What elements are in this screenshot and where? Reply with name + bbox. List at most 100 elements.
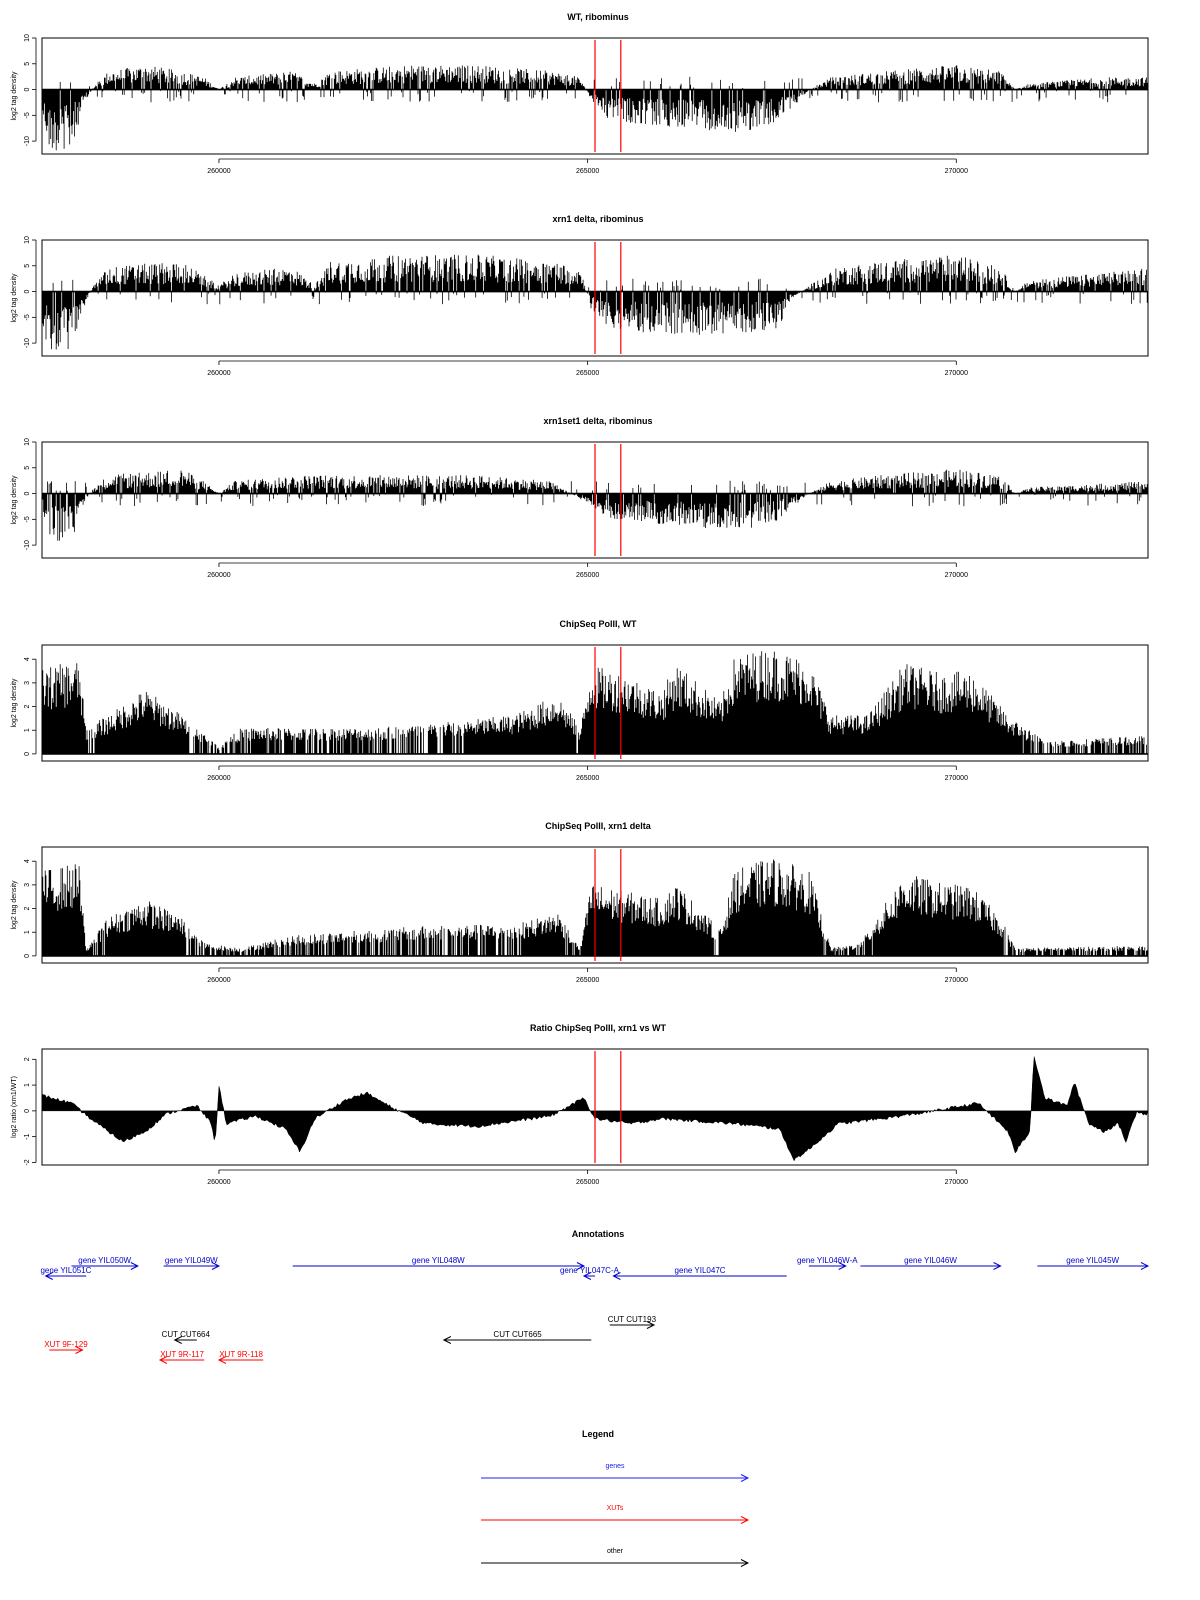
signal-bars <box>41 469 1149 541</box>
y-tick-label: -5 <box>24 516 31 522</box>
x-tick-label: 270000 <box>945 1179 968 1186</box>
x-tick-label: 270000 <box>945 370 968 377</box>
y-tick-label: 5 <box>24 62 31 66</box>
annotation-feature: CUT CUT664 <box>162 1330 211 1344</box>
arrow-head <box>1140 1262 1150 1270</box>
y-tick-label: 10 <box>24 236 31 244</box>
x-tick-label: 260000 <box>207 370 230 377</box>
y-tick-label: 0 <box>24 290 31 294</box>
arrow-head <box>612 1272 621 1280</box>
annotation-feature: gene YIL047C <box>612 1266 787 1280</box>
feature-label: CUT CUT664 <box>162 1330 211 1339</box>
y-tick-label: 1 <box>24 930 31 934</box>
track-title: xrn1set1 delta, ribominus <box>543 416 652 426</box>
feature-label: gene YIL048W <box>412 1256 465 1265</box>
arrow-head <box>217 1356 227 1364</box>
legend-item: other <box>481 1548 750 1567</box>
annotation-feature: XUT 9R-117 <box>158 1350 204 1364</box>
y-tick-label: 4 <box>24 657 31 661</box>
feature-label: gene YIL047C-A <box>560 1266 620 1275</box>
legend-title: Legend <box>582 1429 614 1439</box>
track-title: WT, ribominus <box>567 12 629 22</box>
x-tick-label: 270000 <box>945 775 968 782</box>
legend-item: genes <box>481 1463 750 1482</box>
arrow-head <box>130 1262 139 1270</box>
feature-label: gene YIL046W <box>904 1256 957 1265</box>
x-tick-label: 260000 <box>207 168 230 175</box>
arrow-head <box>211 1262 221 1270</box>
y-tick-label: -1 <box>24 1133 31 1139</box>
y-tick-label: -5 <box>24 314 31 320</box>
annotation-feature: gene YIL045W <box>1037 1256 1150 1270</box>
signal-bars <box>41 859 1149 956</box>
y-axis-label: log2 tag density <box>11 678 18 728</box>
x-tick-label: 260000 <box>207 977 230 984</box>
arrow-head <box>442 1336 452 1344</box>
y-tick-label: 0 <box>24 492 31 496</box>
x-tick-label: 260000 <box>207 572 230 579</box>
y-axis-label: log2 tag density <box>11 71 18 121</box>
y-tick-label: -10 <box>24 540 31 550</box>
arrow-head <box>75 1346 84 1354</box>
signal-bars <box>41 651 1149 754</box>
legend: Legend genes XUTs other <box>481 1429 750 1567</box>
feature-label: XUT 9F-129 <box>44 1340 88 1349</box>
feature-label: CUT CUT665 <box>493 1330 542 1339</box>
arrow-head <box>44 1272 53 1280</box>
y-tick-label: 10 <box>24 34 31 42</box>
feature-label: gene YIL051C <box>40 1266 91 1275</box>
y-tick-label: 0 <box>24 954 31 958</box>
y-axis-label: log2 tag density <box>11 273 18 323</box>
annotation-feature: gene YIL051C <box>40 1266 92 1280</box>
track-title: Ratio ChipSeq PolII, xrn1 vs WT <box>530 1023 667 1033</box>
y-axis-label: log2 tag density <box>11 880 18 930</box>
y-tick-label: -10 <box>24 338 31 348</box>
signal-bars <box>41 254 1149 350</box>
y-tick-label: 0 <box>24 1109 31 1113</box>
y-axis-label: log2 ratio (xrn1/WT) <box>11 1076 18 1138</box>
x-tick-label: 260000 <box>207 775 230 782</box>
y-tick-label: 1 <box>24 728 31 732</box>
y-tick-label: 2 <box>24 1057 31 1061</box>
y-tick-label: 1 <box>24 1083 31 1087</box>
y-tick-label: 5 <box>24 264 31 268</box>
feature-label: CUT CUT193 <box>608 1315 657 1324</box>
annotation-feature: gene YIL050W <box>71 1256 139 1270</box>
feature-label: gene YIL047C <box>675 1266 726 1275</box>
y-tick-label: 5 <box>24 466 31 470</box>
annotation-feature: gene YIL046W-A <box>797 1256 858 1270</box>
annotation-feature: gene YIL049W <box>163 1256 221 1270</box>
feature-label: XUT 9R-117 <box>160 1350 204 1359</box>
x-tick-label: 265000 <box>576 977 599 984</box>
x-tick-label: 260000 <box>207 1179 230 1186</box>
arrow-head <box>576 1262 586 1270</box>
feature-label: gene YIL045W <box>1066 1256 1119 1265</box>
annotation-feature: gene YIL048W <box>292 1256 586 1270</box>
y-tick-label: 2 <box>24 907 31 911</box>
x-tick-label: 265000 <box>576 168 599 175</box>
y-tick-label: 3 <box>24 883 31 887</box>
y-axis-label: log2 tag density <box>11 475 18 525</box>
annotation-feature: gene YIL047C-A <box>560 1266 620 1280</box>
x-tick-label: 265000 <box>576 1179 599 1186</box>
legend-item: XUTs <box>481 1505 750 1524</box>
arrow-head <box>993 1262 1002 1270</box>
feature-label: gene YIL046W-A <box>797 1256 858 1265</box>
y-tick-label: -10 <box>24 136 31 146</box>
track-panel: ChipSeq PolII, WT 0 1 2 3 4 log2 tag density 26… <box>11 619 1149 782</box>
legend-label: genes <box>605 1463 625 1470</box>
arrow-head <box>740 1559 750 1567</box>
feature-label: gene YIL049W <box>165 1256 218 1265</box>
x-tick-label: 265000 <box>576 370 599 377</box>
y-tick-label: 3 <box>24 681 31 685</box>
legend-label: XUTs <box>607 1505 624 1512</box>
track-panel: ChipSeq PolII, xrn1 delta 0 1 2 3 4 log2 tag d… <box>11 821 1149 984</box>
feature-label: gene YIL050W <box>78 1256 131 1265</box>
annotation-feature: XUT 9F-129 <box>44 1340 88 1354</box>
annotation-feature: CUT CUT193 <box>608 1315 657 1329</box>
arrow-head <box>740 1474 750 1482</box>
annotation-feature: gene YIL046W <box>860 1256 1002 1270</box>
